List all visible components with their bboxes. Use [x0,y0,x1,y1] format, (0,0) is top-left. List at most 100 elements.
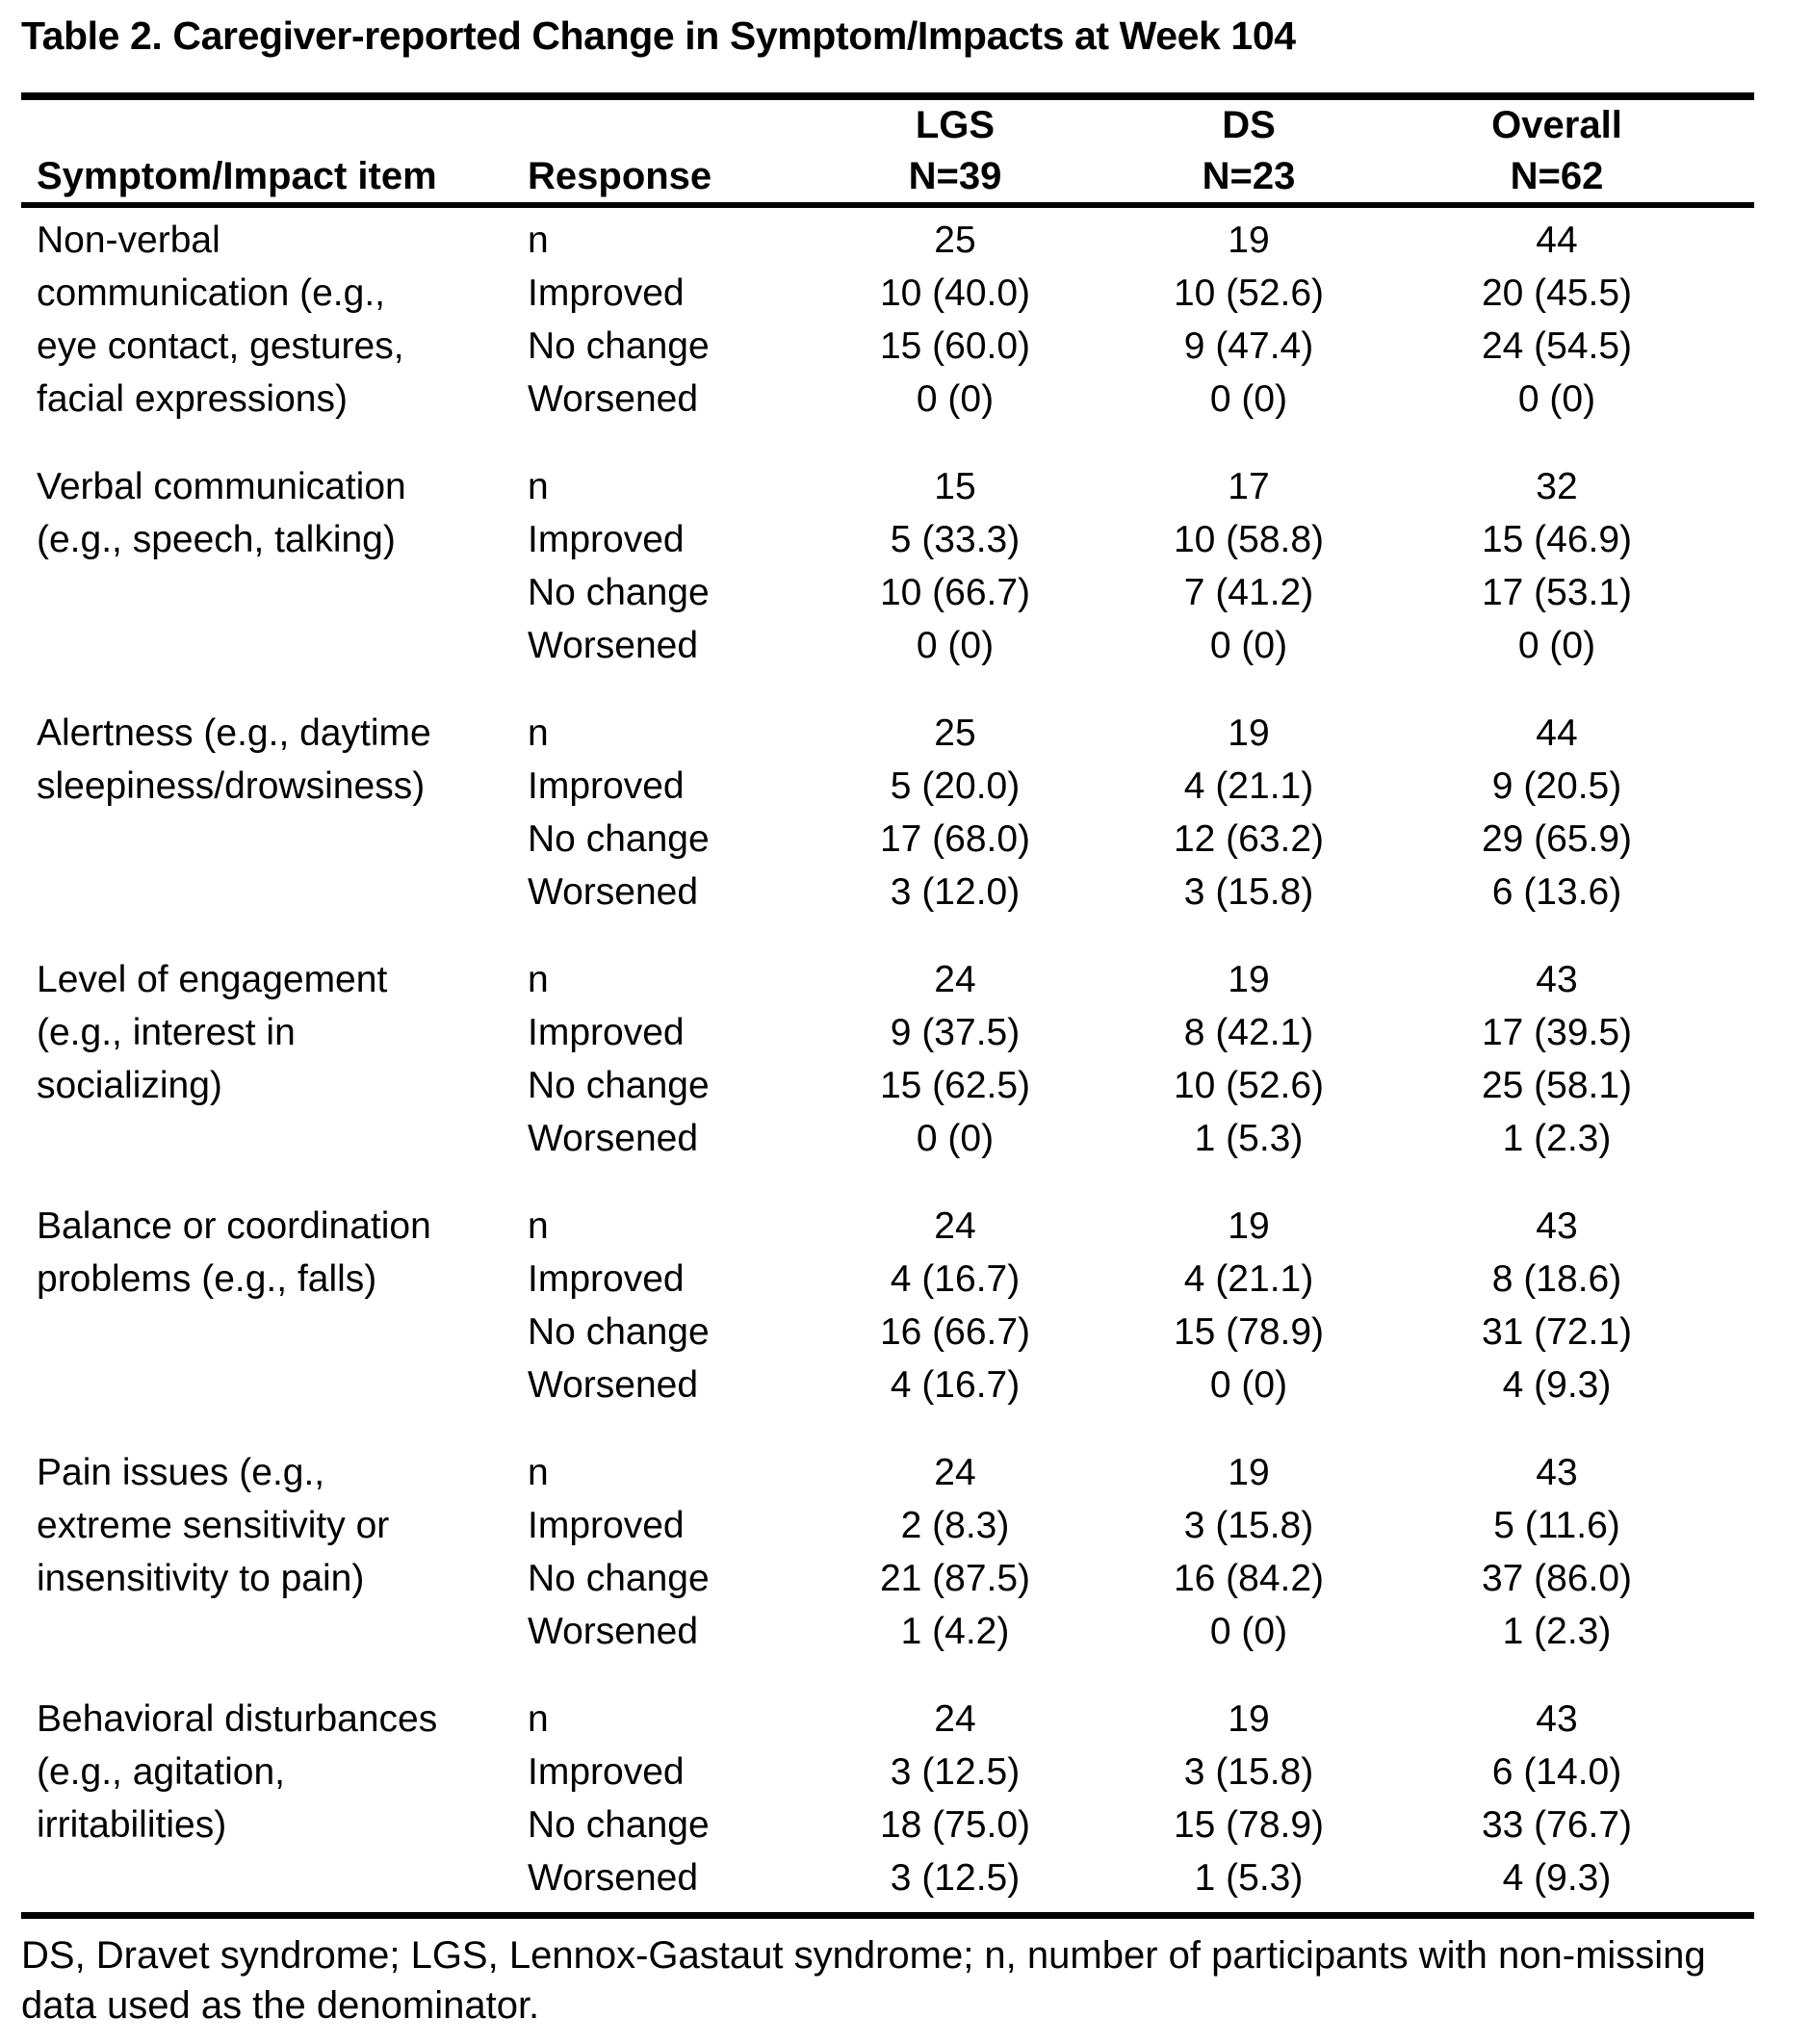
symptom-item-line: Non-verbal [37,220,220,261]
page-title: Table 2. Caregiver-reported Change in Sy… [21,13,1296,58]
value-ds: 3 (15.8) [1183,1505,1314,1546]
response-label: Improved [528,1012,685,1053]
header-overall-n: N=62 [1510,155,1604,197]
response-label: No change [528,1558,710,1599]
symptom-item-line: Alertness (e.g., daytime [37,712,431,754]
value-overall: 1 (2.3) [1502,1611,1612,1652]
value-ds: 7 (41.2) [1183,572,1314,613]
value-lgs: 3 (12.5) [890,1751,1021,1793]
symptom-item-line: Level of engagement [37,959,388,1000]
value-ds: 19 [1228,220,1270,261]
symptom-item-line: (e.g., interest in [37,1012,296,1053]
symptom-group-pain-issues: Pain issues (e.g., extreme sensitivity o… [21,1446,1754,1658]
value-ds: 15 (78.9) [1173,1804,1325,1846]
value-overall: 4 (9.3) [1502,1364,1612,1406]
value-overall: 6 (13.6) [1491,871,1622,913]
symptom-item-label: Behavioral disturbances (e.g., agitation… [21,1693,512,1904]
value-overall: 32 [1536,466,1578,507]
header-lgs: LGS [915,104,996,146]
response-label: Improved [528,1505,685,1546]
value-ds: 10 (52.6) [1173,272,1325,314]
symptom-item-line: insensitivity to pain) [37,1558,365,1599]
value-overall: 1 (2.3) [1502,1118,1612,1159]
response-label: Worsened [528,1857,699,1899]
value-lgs: 0 (0) [916,625,995,666]
response-label: Worsened [528,1118,699,1159]
value-lgs: 10 (66.7) [879,572,1031,613]
value-lgs: 16 (66.7) [879,1311,1031,1353]
value-lgs: 0 (0) [916,1118,995,1159]
header-response: Response [528,155,712,197]
value-overall: 24 (54.5) [1481,325,1633,367]
table-footnote: DS, Dravet syndrome; LGS, Lennox-Gastaut… [21,1930,1802,2031]
value-lgs: 3 (12.5) [890,1857,1021,1899]
value-overall: 17 (39.5) [1481,1012,1633,1053]
response-label: n [528,1698,549,1740]
symptom-item-label: Level of engagement (e.g., interest in s… [21,953,512,1165]
response-label: Worsened [528,1364,699,1406]
symptom-item-line: extreme sensitivity or [37,1505,390,1546]
response-label: Improved [528,272,685,314]
value-ds: 4 (21.1) [1183,1258,1314,1300]
symptom-group-level-of-engagement: Level of engagement (e.g., interest in s… [21,953,1754,1165]
value-ds: 3 (15.8) [1183,1751,1314,1793]
symptom-item-label: Pain issues (e.g., extreme sensitivity o… [21,1446,512,1658]
response-label: Improved [528,1258,685,1300]
value-lgs: 0 (0) [916,378,995,420]
response-label: No change [528,325,710,367]
value-lgs: 24 [934,1205,976,1247]
symptom-group-balance-coordination: Balance or coordination problems (e.g., … [21,1200,1754,1411]
symptom-item-line: Balance or coordination [37,1205,431,1247]
symptom-item-line: sleepiness/drowsiness) [37,765,426,807]
value-overall: 4 (9.3) [1502,1857,1612,1899]
value-lgs: 10 (40.0) [879,272,1031,314]
value-ds: 1 (5.3) [1194,1857,1304,1899]
value-overall: 33 (76.7) [1481,1804,1633,1846]
value-lgs: 25 [934,712,976,754]
value-overall: 0 (0) [1517,625,1596,666]
value-overall: 44 [1536,712,1578,754]
value-ds: 19 [1228,1452,1270,1493]
value-lgs: 2 (8.3) [900,1505,1010,1546]
value-lgs: 24 [934,1452,976,1493]
value-ds: 1 (5.3) [1194,1118,1304,1159]
response-label: Improved [528,765,685,807]
table-header: LGS DS Overall Symptom/Impact item Respo… [21,100,1754,208]
header-symptom-item: Symptom/Impact item [37,155,437,197]
value-lgs: 17 (68.0) [879,818,1031,860]
response-label: n [528,466,549,507]
response-label: n [528,712,549,754]
value-overall: 43 [1536,959,1578,1000]
value-ds: 3 (15.8) [1183,871,1314,913]
header-ds: DS [1222,104,1276,146]
value-lgs: 24 [934,1698,976,1740]
value-ds: 19 [1228,959,1270,1000]
symptom-item-label: Alertness (e.g., daytime sleepiness/drow… [21,707,512,919]
symptom-item-line: facial expressions) [37,378,348,420]
value-lgs: 15 (62.5) [879,1065,1031,1106]
value-ds: 16 (84.2) [1173,1558,1325,1599]
value-ds: 4 (21.1) [1183,765,1314,807]
value-lgs: 15 (60.0) [879,325,1031,367]
value-lgs: 5 (33.3) [890,519,1021,560]
symptom-item-label: Balance or coordination problems (e.g., … [21,1200,512,1411]
response-label: n [528,1205,549,1247]
value-ds: 19 [1228,1205,1270,1247]
symptom-item-line: irritabilities) [37,1804,227,1846]
value-overall: 6 (14.0) [1491,1751,1622,1793]
response-label: Worsened [528,625,699,666]
value-lgs: 1 (4.2) [900,1611,1010,1652]
symptom-item-line: Verbal communication [37,466,406,507]
data-table: LGS DS Overall Symptom/Impact item Respo… [21,92,1754,1919]
symptom-item-line: (e.g., agitation, [37,1751,285,1793]
value-overall: 25 (58.1) [1481,1065,1633,1106]
symptom-item-label: Verbal communication (e.g., speech, talk… [21,460,512,672]
value-overall: 15 (46.9) [1481,519,1633,560]
response-label: No change [528,1311,710,1353]
response-label: n [528,1452,549,1493]
value-lgs: 3 (12.0) [890,871,1021,913]
symptom-item-line: (e.g., speech, talking) [37,519,396,560]
response-label: No change [528,572,710,613]
value-lgs: 24 [934,959,976,1000]
value-lgs: 4 (16.7) [890,1258,1021,1300]
